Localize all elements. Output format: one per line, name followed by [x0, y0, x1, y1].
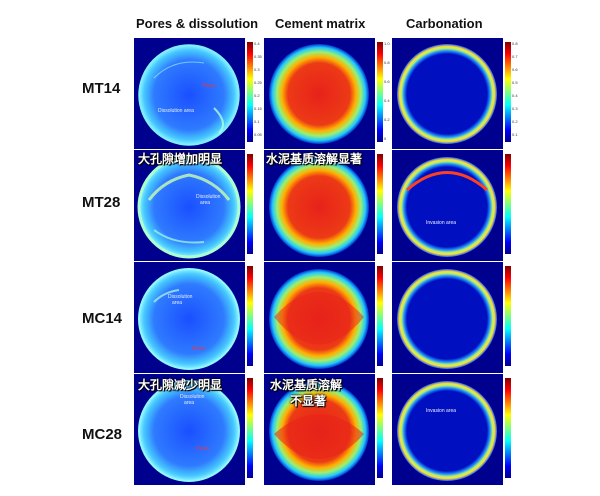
tick: 0.4: [254, 41, 260, 46]
pores-annotation: Pores: [192, 346, 206, 352]
pores-annotation: Pores: [202, 83, 216, 89]
tick: 0.05: [254, 132, 262, 137]
column-title-carbonation: Carbonation: [406, 16, 483, 31]
tick: 0.35: [254, 54, 262, 59]
row-label-mt28: MT28: [82, 194, 121, 211]
dissolution-annotation: Dissolution area: [158, 108, 194, 114]
dissolution-annotation: Dissolution: [196, 194, 221, 200]
dissolution-annotation: Dissolution: [168, 294, 193, 300]
colorbar-ticks-pores: 0.4 0.35 0.3 0.25 0.2 0.15 0.1 0.05: [254, 42, 268, 142]
column-title-pores: Pores & dissolution: [136, 16, 259, 31]
cement-map-mc28: [264, 374, 375, 485]
tick: 0.5: [512, 80, 518, 85]
tick: 0.2: [384, 117, 390, 122]
cement-map-mc14: [264, 262, 375, 373]
row-label-mt14: MT14: [82, 80, 121, 97]
carbonation-map-mt28: Invasion area: [392, 150, 503, 261]
tick: 0.8: [384, 60, 390, 65]
overlay-mc28-cement-line1: 水泥基质溶解: [270, 378, 343, 392]
pores-map-mt14: Pores Dissolution area: [134, 38, 245, 149]
colorbar-carbonation-mt14: [505, 42, 511, 142]
pores-annotation: Pores: [196, 446, 210, 452]
invasion-annotation: Invasion area: [426, 408, 457, 414]
tick: 0.4: [512, 93, 518, 98]
pores-map-mt28: Dissolution area: [134, 150, 245, 261]
tick: 0.4: [384, 98, 390, 103]
invasion-annotation: Invasion area: [426, 220, 457, 226]
area-annotation: area: [200, 200, 211, 206]
colorbar-pores-mc28: [247, 378, 253, 478]
tick: 0.8: [512, 41, 518, 46]
tick: 0.15: [254, 106, 262, 111]
overlay-mc28-cement-line2: 不显著: [290, 394, 327, 408]
colorbar-carbonation-mt28: [505, 154, 511, 254]
tick: 0.1: [512, 132, 518, 137]
column-title-cement: Cement matrix: [275, 16, 366, 31]
tick: 0.1: [254, 119, 260, 124]
colorbar-pores-mt28: [247, 154, 253, 254]
tick: 0.3: [254, 67, 260, 72]
colorbar-pores-mc14: [247, 266, 253, 366]
area-annotation: area: [184, 400, 195, 406]
overlay-mt28-pores: 大孔隙增加明显: [138, 152, 223, 166]
colorbar-carbonation-mc28: [505, 378, 511, 478]
colorbar-cement-mc14: [377, 266, 383, 366]
tick: 0.25: [254, 80, 262, 85]
area-annotation: area: [172, 300, 183, 306]
tick: 0.3: [512, 106, 518, 111]
colorbar-carbonation-mc14: [505, 266, 511, 366]
carbonation-map-mc14: [392, 262, 503, 373]
tick: 0.6: [384, 79, 390, 84]
colorbar-ticks-carbonation: 0.8 0.7 0.6 0.5 0.4 0.3 0.2 0.1: [512, 42, 526, 142]
row-label-mc28: MC28: [82, 426, 123, 443]
tick: 0.2: [254, 93, 260, 98]
tick: 0: [384, 136, 387, 141]
colorbar-pores-mt14: [247, 42, 253, 142]
pores-map-mc28: Dissolution area Pores: [134, 374, 245, 485]
colorbar-cement-mc28: [377, 378, 383, 478]
pores-map-mc14: Dissolution area Pores: [134, 262, 245, 373]
colorbar-cement-mt28: [377, 154, 383, 254]
tick: 0.2: [512, 119, 518, 124]
dissolution-annotation: Dissolution: [180, 394, 205, 400]
colorbar-ticks-cement: 1.0 0.8 0.6 0.4 0.2 0: [384, 42, 398, 142]
carbonation-map-mt14: [392, 38, 503, 149]
overlay-mc28-pores: 大孔隙减少明显: [138, 378, 223, 392]
tick: 1.0: [384, 41, 390, 46]
overlay-mt28-cement: 水泥基质溶解显著: [266, 152, 363, 166]
carbonation-map-mc28: Invasion area: [392, 374, 503, 485]
colorbar-cement-mt14: [377, 42, 383, 142]
cement-map-mt28: [264, 150, 375, 261]
tick: 0.6: [512, 67, 518, 72]
cement-map-mt14: [264, 38, 375, 149]
tick: 0.7: [512, 54, 518, 59]
row-label-mc14: MC14: [82, 310, 123, 327]
